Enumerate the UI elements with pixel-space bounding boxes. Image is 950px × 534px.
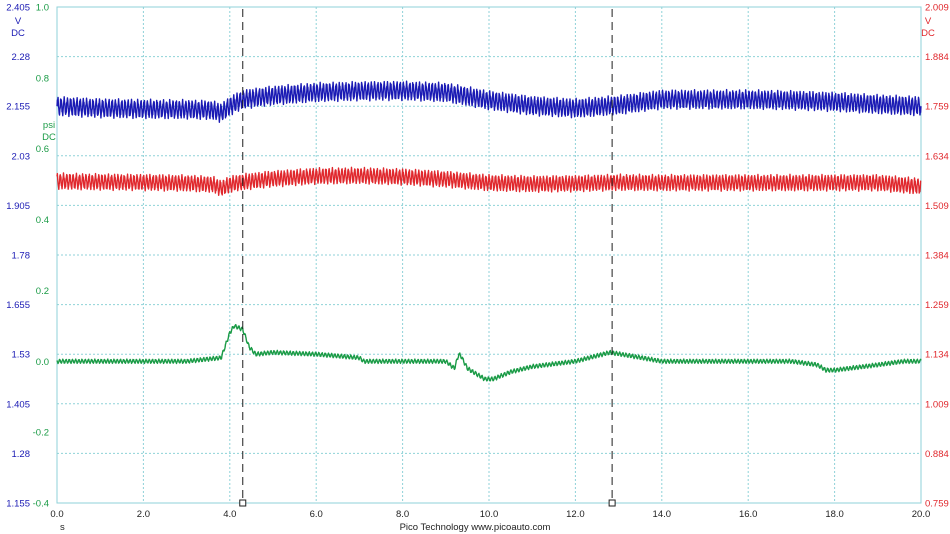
blue-axis-tick-label: 2.28 <box>12 52 31 63</box>
green-axis-tick-label: 1.0 <box>36 3 49 14</box>
x-tick-label: 10.0 <box>480 509 499 520</box>
axis-labels: 0.0 2.0 4.0 6.0 8.0 10.0 12.0 14.0 16.0 18.0 20.0 s… <box>6 3 949 534</box>
time-cursor-handle <box>608 499 616 507</box>
green-axis-tick-label: 0.2 <box>36 286 49 297</box>
green-axis-tick-label: -0.2 <box>33 428 49 439</box>
blue-axis-tick-label: 2.405 <box>6 3 30 14</box>
green-axis-tick-label: -0.4 <box>33 499 49 510</box>
time-cursor-handle <box>239 499 247 507</box>
x-tick-label: 8.0 <box>396 509 409 520</box>
red-axis-tick-label: 1.259 <box>925 300 949 311</box>
blue-axis-tick-label: 1.155 <box>6 499 30 510</box>
red-axis-unit: V <box>925 16 932 27</box>
cursors <box>239 9 616 507</box>
red-axis-tick-label: 1.509 <box>925 201 949 212</box>
x-tick-label: 4.0 <box>223 509 236 520</box>
green-axis-coupling: DC <box>42 132 56 143</box>
red-axis-tick-label: 1.009 <box>925 399 949 410</box>
green-axis-unit: psi <box>43 120 55 131</box>
blue-axis-tick-label: 1.905 <box>6 201 30 212</box>
trace-blue <box>56 80 922 123</box>
blue-axis-tick-label: 2.03 <box>12 151 31 162</box>
x-tick-label: 2.0 <box>137 509 150 520</box>
green-axis-tick-label: 0.0 <box>36 357 49 368</box>
x-tick-label: 14.0 <box>653 509 672 520</box>
red-axis-tick-label: 1.884 <box>925 52 949 63</box>
footer-brand: Pico Technology www.picoauto.com <box>400 522 551 533</box>
blue-axis-coupling: DC <box>11 28 25 39</box>
blue-axis-tick-label: 1.53 <box>12 350 31 361</box>
plot-border <box>56 6 922 504</box>
x-unit-label: s <box>60 522 65 533</box>
red-axis-tick-label: 1.384 <box>925 251 949 262</box>
x-tick-label: 12.0 <box>566 509 585 520</box>
blue-axis-tick-label: 2.155 <box>6 102 30 113</box>
red-axis-tick-label: 2.009 <box>925 3 949 14</box>
x-tick-label: 18.0 <box>825 509 844 520</box>
traces <box>56 80 922 382</box>
x-tick-label: 20.0 <box>912 509 931 520</box>
blue-axis-unit: V <box>15 16 22 27</box>
blue-axis-tick-label: 1.78 <box>12 251 31 262</box>
blue-axis-tick-label: 1.405 <box>6 399 30 410</box>
red-axis-tick-label: 1.759 <box>925 102 949 113</box>
green-axis-tick-label: 0.4 <box>36 215 49 226</box>
red-axis-tick-label: 1.634 <box>925 151 949 162</box>
red-axis-coupling: DC <box>921 28 935 39</box>
red-axis-tick-label: 1.134 <box>925 350 949 361</box>
x-tick-label: 0.0 <box>50 509 63 520</box>
blue-axis-tick-label: 1.28 <box>12 449 31 460</box>
x-tick-label: 6.0 <box>310 509 323 520</box>
green-axis-tick-label: 0.6 <box>36 144 49 155</box>
x-tick-label: 16.0 <box>739 509 758 520</box>
green-axis-tick-label: 0.8 <box>36 73 49 84</box>
trace-green <box>56 324 922 382</box>
red-axis-tick-label: 0.759 <box>925 499 949 510</box>
red-axis-tick-label: 0.884 <box>925 449 949 460</box>
blue-axis-tick-label: 1.655 <box>6 300 30 311</box>
trace-red <box>56 166 922 196</box>
